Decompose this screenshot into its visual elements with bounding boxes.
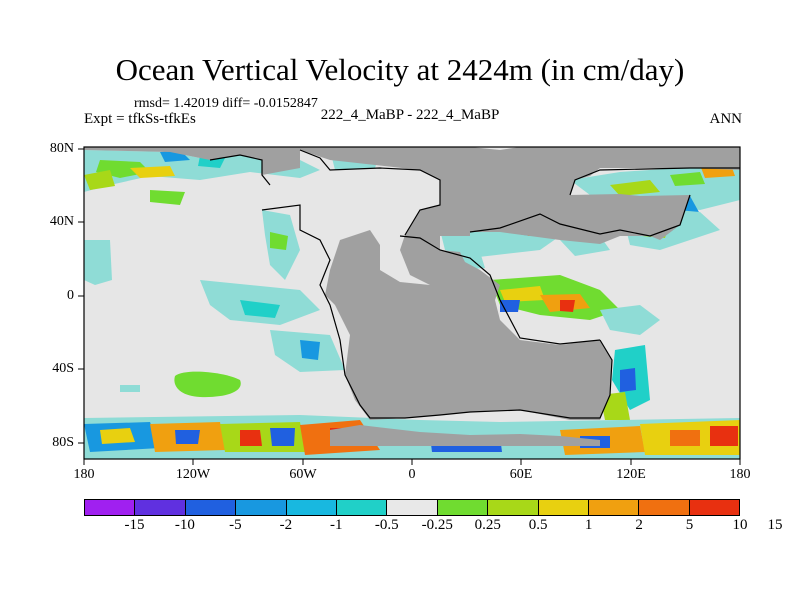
colorbar-segment [488, 500, 539, 515]
colorbar-segment [336, 500, 388, 515]
lat-label-40s: 40S [52, 361, 74, 376]
rmsd-diff-stats: rmsd= 1.42019 diff= -0.0152847 [134, 96, 318, 111]
colorbar-label: 0.5 [528, 517, 548, 533]
case-label: 222_4_MaBP - 222_4_MaBP [320, 107, 500, 123]
axis-ticks [78, 148, 741, 465]
colorbar-label: -5 [229, 517, 242, 533]
colorbar-label: 2 [635, 517, 643, 533]
colorbar-segment [135, 500, 186, 515]
lon-label-180e: 180 [729, 467, 751, 482]
colorbar-segment [286, 500, 337, 515]
colorbar-label: -0.5 [374, 517, 399, 533]
colorbar [84, 499, 740, 516]
colorbar-label: -15 [124, 517, 145, 533]
lat-label-0: 0 [67, 288, 74, 303]
lon-label-120e: 120E [616, 467, 646, 482]
colorbar-segment [588, 500, 640, 515]
lon-label-60w: 60W [289, 467, 317, 482]
colorbar-label: -1 [330, 517, 343, 533]
colorbar-label: 15 [767, 517, 783, 533]
lat-label-40n: 40N [49, 214, 74, 229]
colorbar-label: -2 [279, 517, 293, 533]
colorbar-segment [387, 500, 438, 515]
lon-label-180w: 180 [73, 467, 95, 482]
lon-label-0: 0 [408, 467, 416, 482]
land-mask [84, 147, 740, 446]
lon-label-60e: 60E [509, 467, 533, 482]
colorbar-label: 1 [584, 517, 593, 533]
figure-title: Ocean Vertical Velocity at 2424m (in cm/… [115, 52, 685, 87]
colorbar-segment [85, 500, 136, 515]
colorbar-label: -0.25 [421, 517, 453, 533]
lon-label-120w: 120W [175, 467, 211, 482]
lat-label-80s: 80S [52, 435, 74, 450]
colorbar-segment [639, 500, 690, 515]
colorbar-segment [437, 500, 489, 515]
colorbar-segment [689, 500, 740, 515]
season-label: ANN [709, 111, 743, 127]
colorbar-label: 10 [732, 517, 748, 533]
colorbar-segment [236, 500, 287, 515]
colorbar-label: 5 [685, 517, 694, 533]
colorbar-label: -10 [174, 517, 195, 533]
colorbar-label: 0.25 [474, 517, 501, 533]
coastline [209, 149, 740, 419]
lat-label-80n: 80N [49, 141, 74, 156]
colorbar-segment [185, 500, 237, 515]
colorbar-segment [538, 500, 589, 515]
experiment-label: Expt = tfkSs-tfkEs [84, 111, 196, 127]
